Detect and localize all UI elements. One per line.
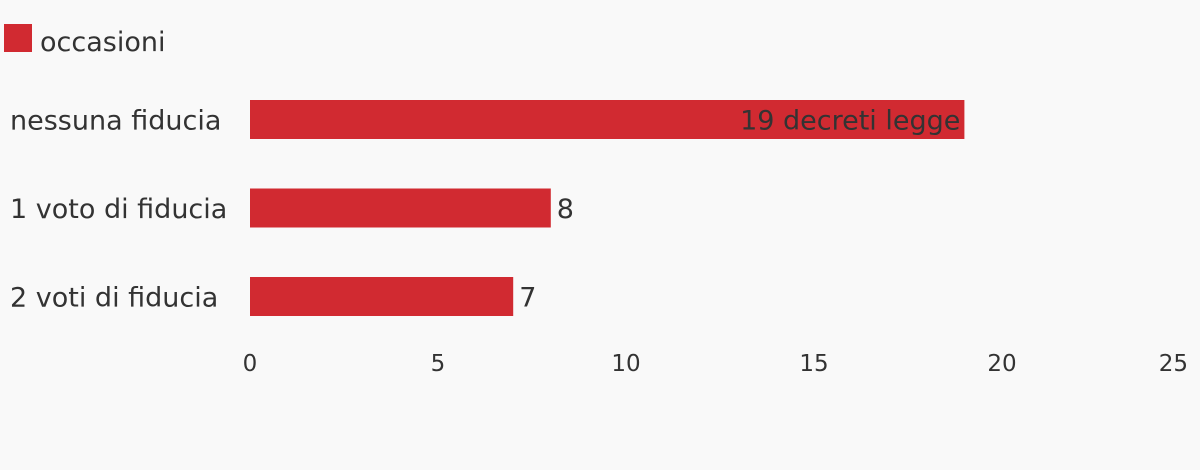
- bar: [250, 100, 965, 139]
- x-tick-label: 0: [243, 351, 258, 377]
- x-tick-label: 5: [431, 351, 446, 377]
- category-label: 2 voti di fiducia: [10, 283, 218, 314]
- x-tick-label: 20: [987, 351, 1016, 377]
- value-label: 8: [557, 194, 574, 225]
- bar: [250, 188, 551, 228]
- x-tick-label: 10: [611, 351, 640, 377]
- x-axis: 0 5 10 15 20 25: [243, 351, 1188, 377]
- category-label: nessuna fiducia: [10, 106, 221, 137]
- bar: [250, 277, 514, 316]
- plot-area: nessuna fiducia 19 decreti legge 1 voto di…: [10, 100, 965, 316]
- legend-label: occasioni: [40, 27, 165, 58]
- value-label: 7: [519, 283, 536, 314]
- legend: occasioni: [4, 24, 165, 58]
- x-tick-label: 25: [1159, 351, 1188, 377]
- category-label: 1 voto di fiducia: [10, 194, 227, 225]
- value-label: 19 decreti legge: [740, 106, 960, 137]
- x-tick-label: 15: [799, 351, 828, 377]
- legend-swatch: [4, 24, 32, 52]
